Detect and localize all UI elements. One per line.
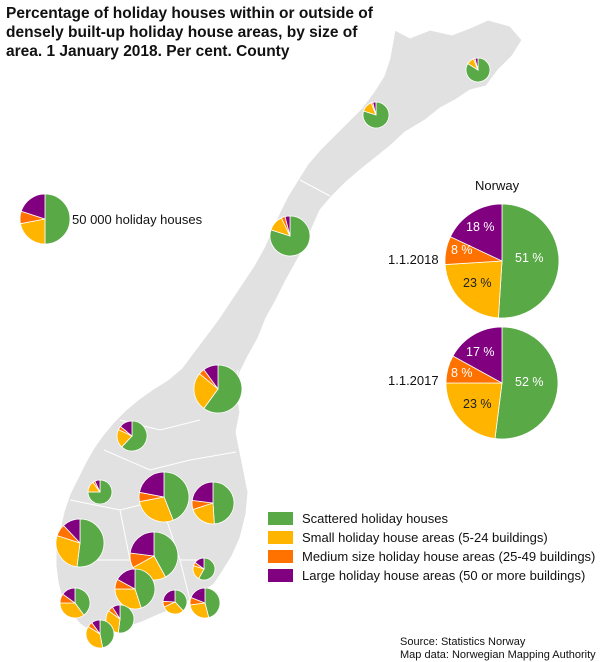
county-pie-13-slice-large — [190, 587, 206, 604]
county-pie — [162, 589, 188, 615]
national-2017-slice-large — [452, 326, 503, 384]
county-pie-4-slice-scattered — [121, 420, 148, 452]
national-2018-medium-label: 8 % — [451, 243, 473, 257]
county-pie — [85, 619, 115, 649]
national-2017-small-label: 23 % — [463, 397, 492, 411]
county-pie-8-slice-scattered — [76, 518, 105, 568]
size-reference-slice-small — [19, 218, 46, 245]
county-pie — [87, 479, 113, 505]
legend: Scattered holiday houses Small holiday h… — [268, 509, 595, 585]
county-pies — [55, 57, 491, 649]
legend-label-small: Small holiday house areas (5-24 building… — [302, 530, 548, 545]
national-2018-slice-large — [449, 203, 503, 262]
national-pie-2018 — [444, 203, 560, 319]
national-2018-large-label: 18 % — [466, 220, 495, 234]
county-pie-1-slice-large — [372, 101, 377, 116]
legend-swatch-scattered — [268, 512, 293, 525]
county-pie-10-slice-large — [194, 557, 205, 570]
county-pie-8-slice-small — [55, 535, 81, 568]
national-heading: Norway — [475, 178, 520, 193]
county-pie-7-slice-large — [191, 481, 214, 504]
county-pie — [189, 587, 221, 619]
legend-item-medium: Medium size holiday house areas (25-49 b… — [268, 547, 595, 566]
county-pie-0-slice-large — [474, 57, 479, 71]
county-pie-6-slice-small — [138, 496, 174, 523]
county-pie-9-slice-scattered — [153, 531, 179, 578]
national-2017-large-label: 17 % — [466, 345, 495, 359]
county-pie-3-slice-scattered — [203, 364, 243, 414]
county-pie — [55, 518, 105, 568]
county-pie-12-slice-scattered — [74, 587, 91, 616]
size-reference-label: 50 000 holiday houses — [72, 212, 203, 227]
county-pie-7-slice-scattered — [212, 481, 235, 525]
county-pie-9-slice-large — [129, 531, 155, 557]
size-reference-pie — [19, 193, 71, 245]
size-reference-slice-large — [20, 193, 46, 220]
legend-label-scattered: Scattered holiday houses — [302, 511, 448, 526]
county-pie-15-slice-scattered — [117, 604, 135, 634]
legend-swatch-small — [268, 531, 293, 544]
county-pie-15-slice-large — [111, 604, 121, 621]
county-pie — [105, 604, 135, 634]
chart-title: Percentage of holiday houses within or o… — [6, 5, 373, 60]
county-pie-12-slice-large — [62, 587, 76, 604]
county-pie-16-slice-large — [91, 619, 101, 636]
legend-swatch-medium — [268, 550, 293, 563]
county-pie-3-slice-large — [203, 364, 219, 391]
county-pie-14-slice-scattered — [174, 589, 188, 612]
national-pie-2017-date: 1.1.2017 — [388, 373, 439, 388]
national-2018-slice-small — [444, 260, 503, 319]
county-pie — [138, 471, 190, 523]
legend-label-medium: Medium size holiday house areas (25-49 b… — [302, 549, 596, 564]
county-pie-16-slice-small — [85, 625, 104, 649]
national-2018-small-label: 23 % — [463, 276, 492, 290]
map-data-line: Map data: Norwegian Mapping Authority — [400, 649, 596, 661]
size-reference-slice-scattered — [44, 193, 71, 245]
legend-item-scattered: Scattered holiday houses — [268, 509, 595, 528]
county-pie-12-slice-small — [59, 602, 85, 619]
national-pie-2017 — [445, 326, 559, 440]
county-pie — [269, 215, 311, 257]
county-pie — [193, 364, 243, 414]
county-pie — [59, 587, 91, 619]
county-pie-8-slice-large — [63, 518, 81, 545]
legend-item-large: Large holiday house areas (50 or more bu… — [268, 566, 595, 585]
county-pie — [116, 420, 148, 452]
county-pie — [192, 557, 216, 581]
county-pie-3-slice-small — [193, 373, 219, 409]
county-pie — [191, 481, 235, 525]
national-2017-slice-small — [445, 382, 503, 440]
county-pie-6-slice-large — [138, 471, 165, 498]
county-pie — [465, 57, 491, 83]
county-pie — [362, 101, 390, 129]
legend-swatch-large — [268, 569, 293, 582]
county-pie-4-slice-large — [119, 420, 133, 437]
national-2017-slice-scattered — [494, 326, 559, 440]
county-pie-5-slice-large — [94, 479, 101, 493]
source-note: Source: Statistics Norway Map data: Norw… — [400, 636, 596, 662]
national-2018-slice-scattered — [497, 203, 560, 319]
county-pie-13-slice-scattered — [204, 587, 221, 619]
county-pie-13-slice-small — [189, 602, 210, 619]
county-pie-2-slice-large — [284, 215, 291, 237]
county-pie-10-slice-scattered — [198, 557, 216, 581]
county-pie-5-slice-scattered — [87, 479, 113, 505]
county-pie-16-slice-scattered — [99, 619, 115, 649]
national-2017-medium-label: 8 % — [451, 366, 473, 380]
legend-label-large: Large holiday house areas (50 or more bu… — [302, 568, 586, 583]
county-pie-14-slice-large — [162, 589, 176, 603]
national-pie-2018-date: 1.1.2018 — [388, 252, 439, 267]
county-pie — [114, 568, 156, 610]
legend-item-small: Small holiday house areas (5-24 building… — [268, 528, 595, 547]
county-pie-6-slice-scattered — [163, 471, 190, 521]
source-line: Source: Statistics Norway — [400, 636, 526, 648]
county-pie-11-slice-scattered — [134, 568, 156, 609]
national-2017-scattered-label: 52 % — [515, 375, 544, 389]
national-2018-scattered-label: 51 % — [515, 251, 544, 265]
county-pie-11-slice-large — [116, 568, 136, 590]
county-pie — [129, 531, 179, 581]
